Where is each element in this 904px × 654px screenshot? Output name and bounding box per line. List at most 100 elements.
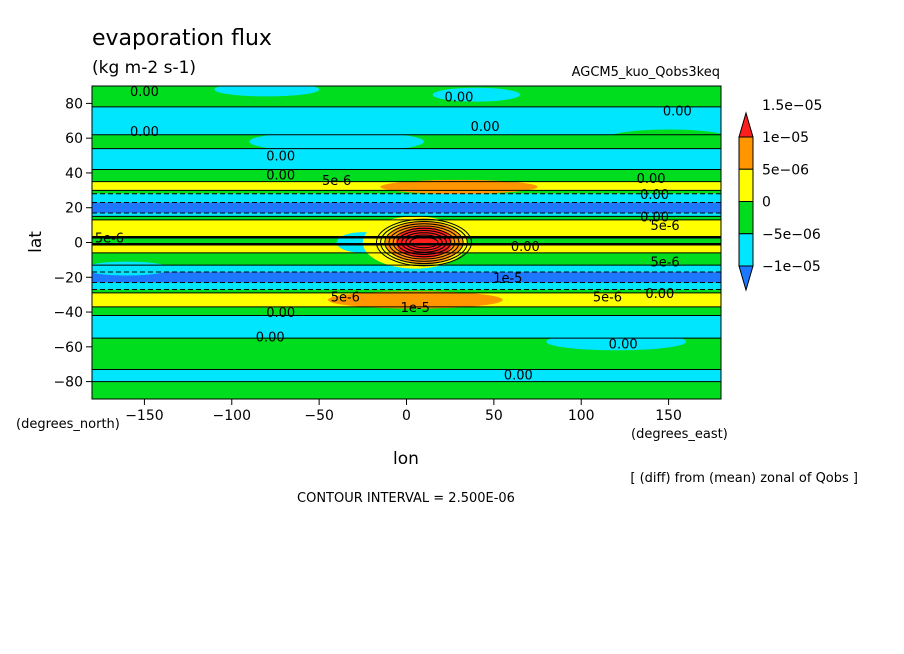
contour-label: 0.00 — [640, 210, 669, 225]
y-tick-label: 80 — [65, 96, 83, 112]
polar-anomaly — [432, 87, 521, 102]
contour-label: 0.00 — [663, 104, 692, 119]
contour-ring — [388, 225, 460, 260]
y-tick-label: 0 — [74, 236, 83, 252]
contour-label: 0.00 — [266, 306, 295, 321]
contour-label: 0.00 — [640, 188, 669, 203]
contour-interval: CONTOUR INTERVAL = 2.500E-06 — [297, 491, 515, 506]
footnote: [ (diff) from (mean) zonal of Qobs ] — [630, 471, 858, 486]
contour-label: 0.00 — [645, 287, 674, 302]
contour-ring — [375, 218, 472, 267]
latitude-band — [92, 212, 721, 217]
latitude-band — [92, 272, 721, 283]
colorbar-label: 5e−06 — [762, 162, 809, 178]
y-tick-label: 40 — [65, 166, 83, 182]
contour-label: 0.00 — [511, 240, 540, 255]
contour-ring — [409, 236, 439, 249]
colorbar-label: 1.5e−05 — [762, 98, 822, 114]
x-tick-label: −50 — [304, 408, 334, 424]
latitude-band — [92, 190, 721, 194]
x-tick-label: 150 — [655, 408, 682, 424]
midlat-anomaly — [249, 131, 424, 153]
y-axis-label: lat — [26, 231, 46, 253]
contour-label: 0.00 — [444, 90, 473, 105]
colorbar-segment — [738, 136, 754, 170]
contour-label: 0.00 — [504, 369, 533, 384]
x-tick-label: 100 — [568, 408, 595, 424]
latitude-band — [92, 369, 721, 382]
contour-label: 0.00 — [471, 120, 500, 135]
x-unit-label: (degrees_east) — [631, 427, 728, 442]
x-axis-label: lon — [393, 449, 419, 469]
contour-label: 1e-5 — [493, 271, 522, 286]
latitude-band — [92, 86, 721, 107]
contour-label: 5e-6 — [331, 290, 360, 305]
colorbar-segment — [738, 233, 754, 267]
contour-label: 1e-5 — [401, 301, 430, 316]
contour-label: 0.00 — [130, 125, 159, 140]
run-label: AGCM5_kuo_Qobs3keq — [572, 65, 720, 80]
y-tick-label: −60 — [53, 340, 83, 356]
contour-label: 0.00 — [256, 330, 285, 345]
x-tick-label: 50 — [485, 408, 503, 424]
latitude-band — [92, 289, 721, 293]
colorbar: −1e−05 −5e−06 0 5e−06 1e−05 1.5e−05 — [738, 98, 822, 292]
contour-lines — [92, 86, 721, 383]
chart-units: (kg m-2 s-1) — [92, 58, 196, 78]
latitude-band — [92, 169, 721, 182]
contour-label-layer: 0.00 0.000.000.00 0.000.000.00 5e-6 0.000.00… — [95, 85, 692, 384]
y-tick-label: 60 — [65, 131, 83, 147]
latitude-band — [92, 106, 721, 135]
contour-ring — [396, 230, 452, 255]
contour-label: 0.00 — [609, 337, 638, 352]
contour-label: 5e-6 — [593, 290, 622, 305]
tropical-anomaly — [92, 261, 171, 276]
midlat-anomaly — [546, 332, 687, 351]
colorbar-bottom-arrow — [738, 265, 754, 292]
latitude-band — [92, 265, 721, 273]
latitude-band — [92, 381, 721, 399]
colorbar-label: −1e−05 — [762, 259, 821, 275]
midlat-anomaly — [214, 346, 355, 365]
midlat-anomaly — [607, 129, 721, 147]
latitude-band — [92, 148, 721, 170]
contour-ring — [405, 234, 443, 251]
colorbar-label: −5e−06 — [762, 227, 821, 243]
contour-ring — [380, 220, 468, 265]
contour-label: 0.00 — [266, 150, 295, 165]
latitude-band — [92, 193, 721, 203]
contour-label: 5e-6 — [650, 256, 679, 271]
x-tick-label: −100 — [213, 408, 251, 424]
colorbar-segment — [738, 168, 754, 202]
y-unit-label: (degrees_north) — [16, 417, 120, 432]
colorbar-segment — [738, 201, 754, 235]
latitude-band — [92, 306, 721, 316]
contour-label: 5e-6 — [650, 219, 679, 234]
y-tick-label: −80 — [53, 375, 83, 391]
contour-ring — [392, 227, 456, 258]
contour-label: 0.00 — [130, 85, 159, 100]
latitude-band — [92, 315, 721, 339]
contour-ring — [384, 223, 464, 262]
x-tick-label: −150 — [125, 408, 163, 424]
x-tick-label: 0 — [402, 408, 411, 424]
latitude-band — [92, 202, 721, 213]
contour-label: 0.00 — [266, 169, 295, 184]
colorbar-label: 1e−05 — [762, 130, 809, 146]
contour-label: 5e-6 — [322, 174, 351, 189]
contour-ring — [401, 232, 447, 253]
y-tick-label: −20 — [53, 270, 83, 286]
x-axis: −150 −100 −50 0 50 100 150 — [125, 399, 682, 424]
latitude-band — [92, 282, 721, 290]
y-tick-label: −40 — [53, 305, 83, 321]
subtropical-maximum-south — [327, 291, 503, 309]
colorbar-label: 0 — [762, 195, 771, 211]
y-tick-label: 20 — [65, 201, 83, 217]
colorbar-top-arrow — [738, 111, 754, 138]
polar-anomaly — [214, 86, 320, 97]
chart-title: evaporation flux — [92, 26, 272, 51]
contour-label: 5e-6 — [95, 231, 124, 246]
y-axis: −80 −60 −40 −20 0 20 40 60 80 — [53, 96, 92, 391]
contour-label: 0.00 — [637, 172, 666, 187]
